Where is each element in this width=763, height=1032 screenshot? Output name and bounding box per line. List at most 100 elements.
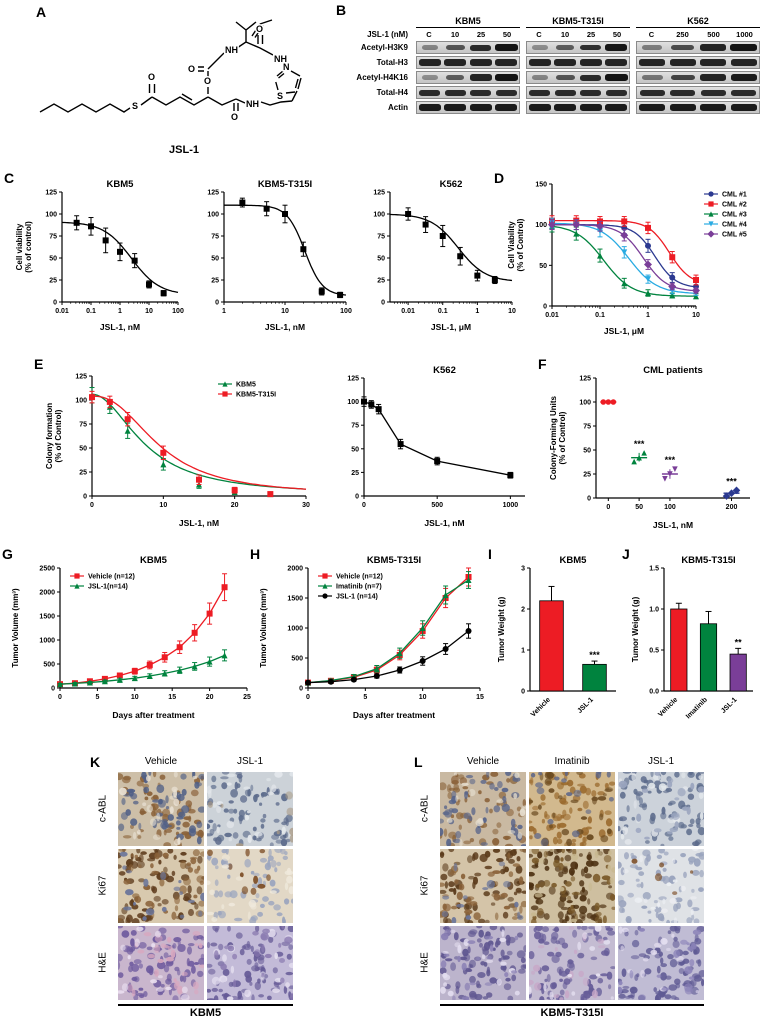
- cell: [193, 894, 198, 899]
- cell: [473, 912, 481, 920]
- cell: [548, 788, 555, 793]
- marker: [361, 398, 367, 405]
- cell: [656, 854, 663, 859]
- cell: [440, 889, 447, 894]
- bar: [539, 600, 564, 692]
- cell: [157, 808, 162, 814]
- cell: [530, 905, 539, 911]
- cell: [664, 994, 672, 1000]
- cell: [177, 985, 183, 995]
- cell: [656, 965, 661, 974]
- cell: [624, 839, 632, 845]
- blot-lane: [604, 104, 630, 111]
- cell: [529, 882, 535, 888]
- x-tick-label: 10: [692, 312, 700, 319]
- cell: [440, 827, 444, 837]
- cell: [140, 851, 147, 855]
- cell: [681, 772, 686, 779]
- cell: [444, 918, 452, 923]
- y-tick-label: 1000: [39, 638, 55, 645]
- cell: [469, 975, 476, 984]
- y-tick-label: 75: [583, 424, 591, 431]
- bar: [699, 623, 718, 692]
- cell: [194, 781, 200, 789]
- marker: [239, 199, 246, 206]
- cell: [635, 878, 640, 882]
- cell: [156, 812, 160, 822]
- cell: [199, 832, 203, 837]
- marker: [131, 675, 138, 682]
- cell: [687, 793, 695, 800]
- y-tick-label: 1500: [287, 596, 303, 603]
- chart-title: KBM5: [107, 179, 135, 190]
- cell: [534, 893, 543, 898]
- cell: [138, 987, 144, 991]
- cell: [583, 866, 589, 874]
- cell: [547, 951, 555, 957]
- cell: [239, 872, 244, 878]
- blot-lane: [553, 74, 579, 81]
- cell: [200, 936, 204, 941]
- blot-band: [444, 89, 466, 96]
- cell: [673, 903, 679, 912]
- marker: [732, 486, 741, 495]
- cell: [126, 870, 132, 874]
- cell: [669, 800, 676, 805]
- marker: [708, 191, 714, 197]
- cell: [181, 994, 190, 1000]
- cell: [211, 976, 220, 985]
- cell: [282, 855, 288, 860]
- cell: [673, 949, 681, 958]
- cell: [608, 885, 612, 889]
- cell: [662, 875, 670, 885]
- cell: [243, 943, 252, 951]
- cell: [559, 918, 564, 923]
- cell: [571, 842, 576, 846]
- cell: [698, 792, 704, 799]
- blot-lane: [417, 59, 443, 66]
- cell: [631, 939, 640, 948]
- cell: [573, 789, 582, 797]
- marker: [645, 276, 651, 283]
- cell: [666, 919, 670, 923]
- cell: [253, 875, 259, 884]
- cell: [534, 833, 542, 839]
- cell: [238, 814, 244, 822]
- marker: [605, 399, 612, 405]
- cell: [546, 772, 554, 779]
- marker: [160, 461, 167, 468]
- cell: [502, 964, 507, 973]
- y-tick-label: 50: [539, 263, 547, 270]
- cell: [518, 876, 524, 885]
- cell: [570, 861, 579, 870]
- cell: [580, 785, 587, 794]
- cell: [493, 805, 501, 813]
- blot-lane: [729, 74, 760, 81]
- cell: [478, 918, 486, 923]
- blot-lane: [698, 89, 729, 96]
- blot-band: [580, 44, 602, 51]
- lane-label: C: [426, 30, 432, 39]
- cell: [457, 955, 461, 963]
- cell: [484, 935, 494, 940]
- blot-box: [416, 86, 520, 99]
- cell: [257, 978, 261, 984]
- cell: [551, 882, 557, 888]
- cell: [467, 968, 473, 972]
- cell: [462, 996, 470, 1000]
- cell: [227, 926, 231, 932]
- y-tick-label: 25: [377, 278, 385, 285]
- cell: [260, 932, 269, 941]
- cell: [563, 862, 570, 867]
- cell: [138, 963, 143, 969]
- cell: [134, 938, 140, 947]
- cell: [197, 806, 204, 813]
- cell: [498, 861, 506, 867]
- cell: [130, 930, 137, 936]
- cell: [211, 917, 218, 922]
- cell: [173, 789, 178, 798]
- x-axis-label: JSL-1, nM: [179, 518, 219, 528]
- marker: [572, 220, 581, 229]
- cell: [639, 855, 644, 863]
- chart-title: KBM5-T315I: [367, 555, 421, 566]
